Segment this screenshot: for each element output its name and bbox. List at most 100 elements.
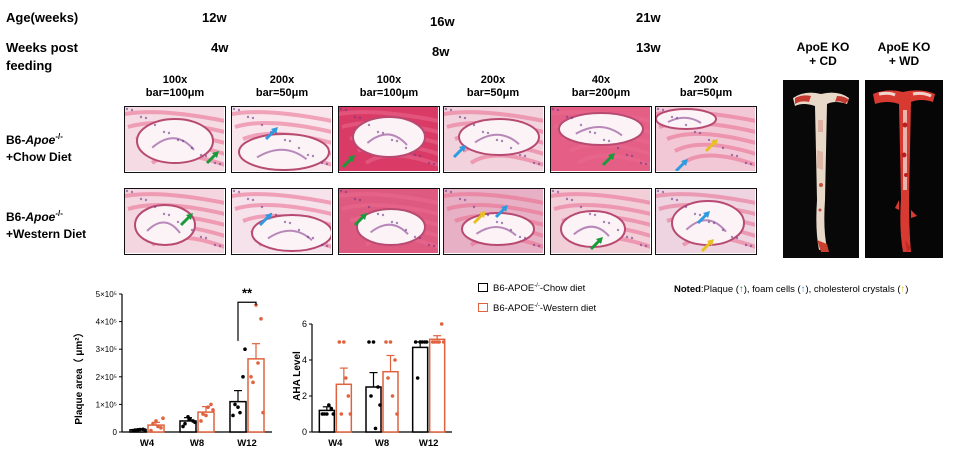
arrow-icon [205, 153, 217, 165]
data-point [331, 412, 336, 416]
data-point [133, 428, 137, 433]
arrow-head-icon [271, 127, 278, 134]
age-16w: 16w [430, 14, 455, 29]
x-tick-label: W4 [140, 438, 155, 449]
weeks-post-8w: 8w [432, 44, 450, 59]
data-point [201, 412, 205, 416]
histology-panel [338, 106, 440, 173]
arrow-head-icon [265, 213, 272, 220]
arrow-up-icon: ↑ [738, 284, 744, 295]
bar [335, 383, 353, 433]
data-point [439, 322, 444, 326]
arrow-head-icon [186, 213, 193, 220]
aorta-cd-label: ApoE KO + CD [796, 40, 850, 68]
data-point [186, 415, 190, 419]
weeks-post-label-2: feeding [6, 58, 53, 73]
data-point [384, 340, 388, 344]
arrow-icon [696, 213, 708, 225]
data-point [395, 412, 399, 416]
data-point [325, 412, 329, 416]
data-point [378, 403, 382, 407]
histology-panel [231, 188, 333, 255]
histology-panel [231, 106, 333, 173]
data-point [327, 403, 331, 407]
data-point [390, 394, 395, 398]
y-tick-label: 0 [302, 427, 307, 437]
arrow-icon [452, 147, 464, 159]
data-point [193, 420, 197, 425]
data-point [337, 340, 342, 344]
y-tick-label: 4 [302, 355, 307, 365]
y-tick-label: 2×10⁵ [96, 373, 117, 382]
data-point [261, 410, 265, 415]
data-point [386, 376, 390, 380]
arrow-head-icon [501, 205, 508, 212]
arrow-icon [472, 213, 484, 225]
mag-label-1: 100x bar=100μm [145, 74, 205, 99]
data-point [183, 421, 187, 426]
data-point [143, 428, 147, 432]
arrow-head-icon [707, 239, 714, 246]
legend-chow: B6-APOE-/--Chow diet [478, 283, 585, 294]
row-label-chow: B6-Apoe-/- +Chow Diet [6, 132, 72, 164]
data-point [393, 358, 397, 362]
data-point [415, 376, 420, 380]
arrow-up-icon: ↑ [900, 284, 906, 295]
data-point [339, 412, 344, 416]
y-tick-label: 6 [302, 319, 307, 329]
arrow-icon [258, 215, 270, 227]
arrow-icon [700, 241, 712, 253]
x-tick-label: W12 [419, 438, 439, 449]
data-point [441, 340, 446, 344]
data-point [329, 406, 334, 411]
x-tick-label: W8 [375, 438, 389, 449]
mag-label-2: 200x bar=50μm [255, 74, 309, 99]
arrow-head-icon [711, 139, 718, 146]
data-point [161, 416, 165, 420]
age-12w: 12w [202, 10, 227, 25]
bar [382, 370, 399, 433]
data-point [241, 375, 245, 379]
y-tick-label: 0 [113, 428, 118, 437]
data-point [322, 412, 327, 416]
data-point [211, 408, 215, 412]
histology-panel [443, 106, 545, 173]
data-point [199, 419, 203, 423]
mag-label-6: 200x bar=50μm [679, 74, 733, 99]
arrow-up-icon: ↑ [800, 284, 806, 295]
y-tick-label: 5×10⁵ [96, 290, 117, 299]
data-point [149, 428, 153, 433]
arrow-icon [601, 155, 613, 167]
aha-level-chart: AHA Level 0 2 4 6 W4 W8 W12 [292, 319, 452, 449]
significance-label: ** [242, 285, 253, 300]
bar [179, 420, 197, 433]
row-label-western: B6-Apoe-/- +Western Diet [6, 209, 87, 241]
arrow-head-icon [212, 151, 219, 158]
histology-panel [443, 188, 545, 255]
chart2-ylabel: AHA Level [292, 351, 303, 401]
histology-panel [338, 188, 440, 255]
histology-panel [550, 106, 652, 173]
data-point [259, 317, 263, 321]
age-21w: 21w [636, 10, 661, 25]
data-point [181, 424, 185, 429]
data-point [233, 402, 237, 407]
data-point [156, 424, 160, 429]
arrow-head-icon [596, 237, 603, 244]
data-point [238, 410, 242, 415]
arrow-icon [353, 215, 365, 227]
x-tick-label: W12 [237, 438, 257, 449]
data-point [373, 426, 378, 431]
histology-panel [124, 106, 226, 173]
data-point [367, 340, 371, 344]
bar [247, 358, 265, 433]
legend-swatch-chow [478, 283, 488, 293]
data-point [369, 394, 373, 398]
data-point [256, 361, 260, 365]
y-tick-label: 3×10⁵ [96, 345, 117, 354]
arrow-head-icon [479, 211, 486, 218]
data-point [424, 340, 429, 344]
data-point [231, 413, 235, 418]
histology-panel [655, 188, 757, 255]
data-point [204, 413, 208, 418]
